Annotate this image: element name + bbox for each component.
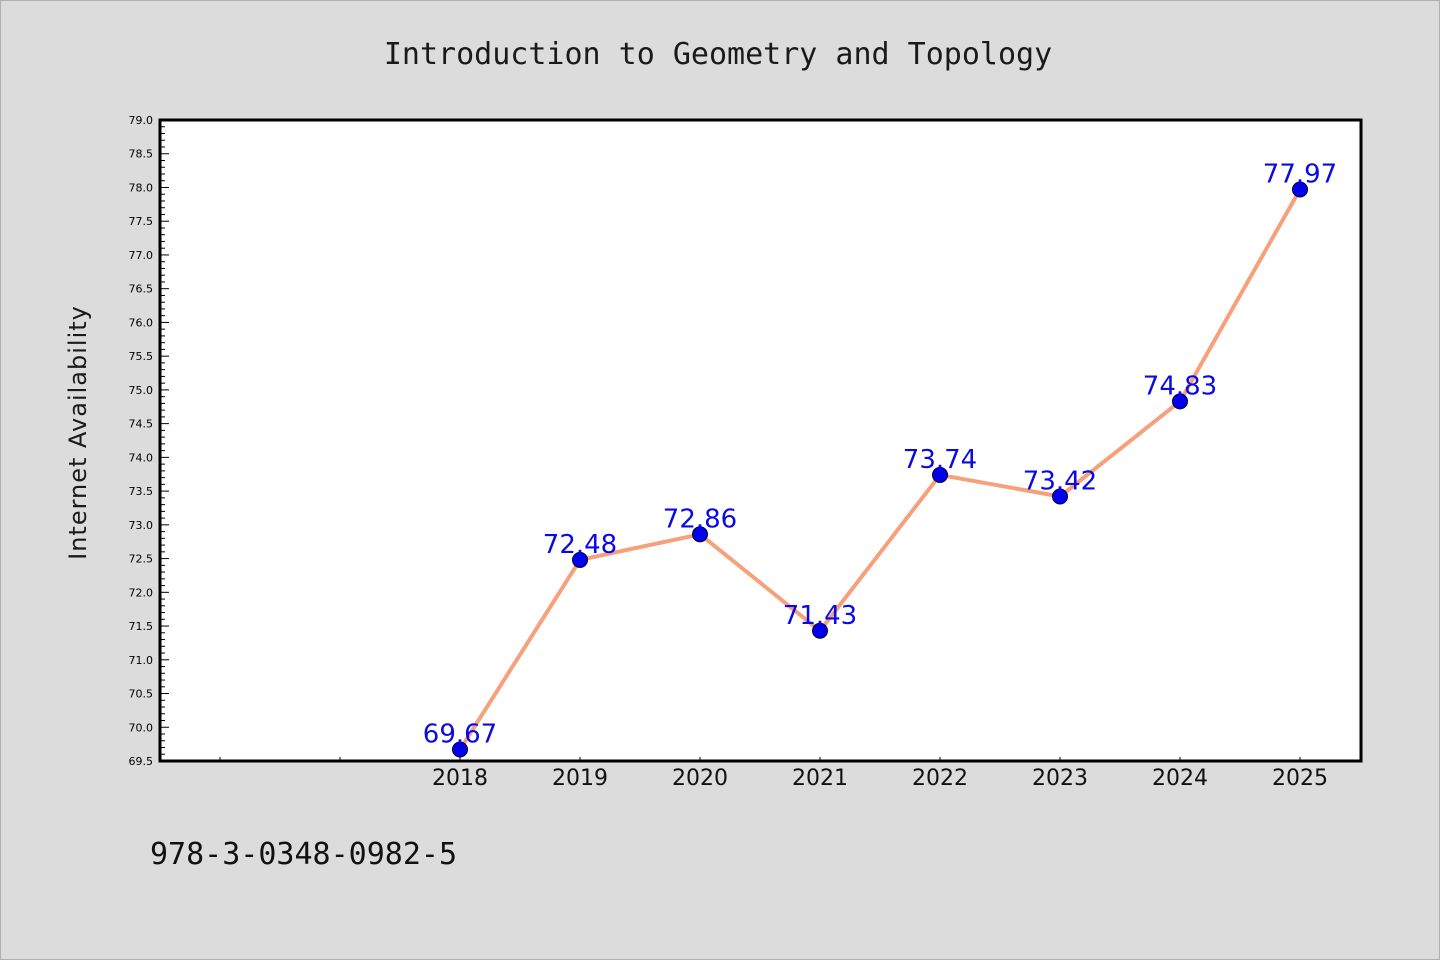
y-tick-label: 74.0: [129, 451, 154, 464]
y-tick-label: 78.0: [129, 181, 154, 194]
y-tick-label: 71.5: [129, 620, 154, 633]
data-point-marker: [1172, 393, 1188, 410]
data-markers: [452, 181, 1308, 758]
x-tick-label: 2022: [912, 766, 968, 791]
y-tick-label: 75.5: [129, 350, 154, 363]
y-axis-ticks: 69.5 70.0 70.5 71.0 71.5 72.0 72.5 73.0 73.5 74.0…: [129, 114, 169, 768]
data-labels: 69.67 72.48 72.86 71.43 73.74 73.42 74.83 77.97: [423, 159, 1337, 749]
data-point-marker: [692, 526, 708, 543]
data-point-marker: [932, 466, 948, 483]
y-tick-label: 72.0: [129, 586, 154, 599]
data-value-label: 71.43: [783, 601, 857, 631]
y-tick-label: 72.5: [129, 553, 154, 566]
x-tick-label: 2020: [672, 766, 728, 791]
y-tick-label: 73.5: [129, 485, 154, 498]
data-point-marker: [1292, 181, 1308, 198]
data-value-label: 73.74: [903, 445, 977, 475]
y-tick-label: 79.0: [129, 114, 154, 127]
y-tick-label: 74.5: [129, 418, 154, 431]
y-tick-label: 77.5: [129, 215, 154, 228]
y-tick-label: 70.5: [129, 688, 154, 701]
y-axis-label: Internet Availability: [64, 305, 92, 560]
y-tick-label: 76.5: [129, 283, 154, 296]
y-tick-label: 70.0: [129, 721, 154, 734]
x-axis-ticks: 2018 2019 2020 2021 2022 2023 2024 2025: [219, 757, 1328, 791]
data-value-label: 72.86: [663, 504, 737, 534]
series-line: [458, 188, 1302, 751]
x-tick-label: 2018: [432, 766, 488, 791]
x-tick-label: 2023: [1032, 766, 1088, 791]
y-tick-label: 71.0: [129, 654, 154, 667]
y-tick-label: 73.0: [129, 519, 154, 532]
y-tick-label: 76.0: [129, 316, 154, 329]
y-tick-label: 77.0: [129, 249, 154, 262]
data-value-label: 73.42: [1023, 467, 1097, 497]
data-point-marker: [452, 741, 468, 758]
data-point-marker: [572, 551, 588, 568]
chart-title: Introduction to Geometry and Topology: [384, 37, 1052, 72]
plot-area: [158, 118, 1363, 763]
data-value-label: 72.48: [543, 530, 617, 560]
x-tick-label: 2019: [552, 766, 608, 791]
y-tick-label: 75.0: [129, 384, 154, 397]
x-tick-label: 2024: [1152, 766, 1208, 791]
data-point-marker: [1052, 488, 1068, 505]
data-point-marker: [812, 622, 828, 639]
y-tick-label: 69.5: [129, 755, 154, 768]
isbn-footer-text: 978-3-0348-0982-5: [150, 837, 457, 872]
x-tick-label: 2021: [792, 766, 848, 791]
x-tick-label: 2025: [1272, 766, 1328, 791]
data-value-label: 69.67: [423, 720, 497, 750]
data-value-label: 74.83: [1143, 371, 1217, 401]
y-tick-label: 78.5: [129, 148, 154, 161]
data-value-label: 77.97: [1263, 159, 1337, 189]
